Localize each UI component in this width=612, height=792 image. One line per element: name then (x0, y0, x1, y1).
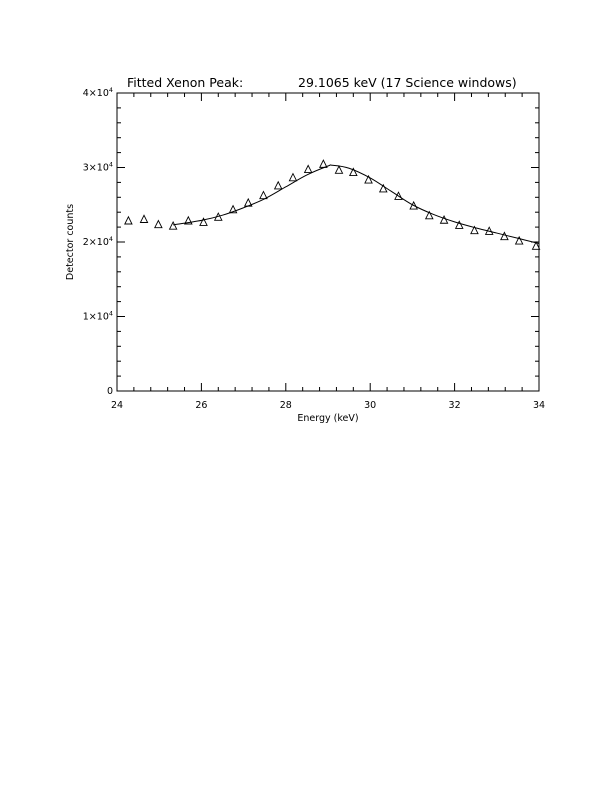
y-tick-label: 0 (107, 386, 113, 397)
data-point (139, 214, 149, 223)
data-point (394, 191, 403, 200)
data-point (199, 217, 208, 226)
chart-title: Fitted Xenon Peak: (127, 75, 243, 90)
data-point (288, 172, 298, 182)
data-point (500, 231, 509, 241)
x-tick-labels: 24 26 28 30 32 34 (111, 400, 545, 411)
data-point (334, 165, 344, 174)
x-tick-label: 24 (111, 400, 123, 411)
data-point (409, 200, 418, 210)
data-point (454, 220, 464, 229)
chart-title-detail: 29.1065 keV (17 Science windows) (298, 75, 517, 90)
y-tick-label: 1×104 (83, 310, 113, 323)
data-point (319, 159, 328, 168)
data-point (378, 183, 388, 193)
data-point (303, 164, 313, 174)
data-point (364, 174, 373, 184)
data-point (439, 215, 449, 224)
data-point (348, 167, 358, 177)
x-tick-label: 30 (364, 400, 376, 411)
x-tick-label: 26 (195, 400, 207, 411)
data-point (243, 197, 253, 207)
data-point (183, 215, 193, 225)
tick-marks (116, 92, 540, 392)
fit-curve (173, 164, 540, 244)
data-point (531, 241, 541, 250)
x-tick-label: 34 (533, 400, 545, 411)
data-point (484, 226, 494, 235)
y-tick-label: 3×104 (83, 161, 113, 174)
x-tick-label: 28 (280, 400, 292, 411)
data-point (273, 180, 283, 190)
y-axis-label: Detector counts (65, 204, 76, 280)
data-point (228, 204, 238, 214)
y-tick-label: 2×104 (83, 235, 113, 248)
data-point (514, 235, 524, 245)
y-tick-labels: 0 1×104 2×104 3×104 4×104 (83, 86, 113, 397)
data-points (124, 159, 541, 250)
data-point (168, 221, 178, 230)
x-axis-label: Energy (keV) (297, 413, 358, 424)
data-point (124, 215, 133, 225)
data-point (213, 212, 223, 221)
data-point (154, 219, 163, 229)
plot-frame (116, 92, 540, 392)
data-point (259, 190, 268, 200)
data-point (470, 225, 479, 235)
data-point (424, 210, 434, 220)
y-tick-label: 4×104 (83, 86, 113, 99)
x-tick-label: 32 (449, 400, 461, 411)
